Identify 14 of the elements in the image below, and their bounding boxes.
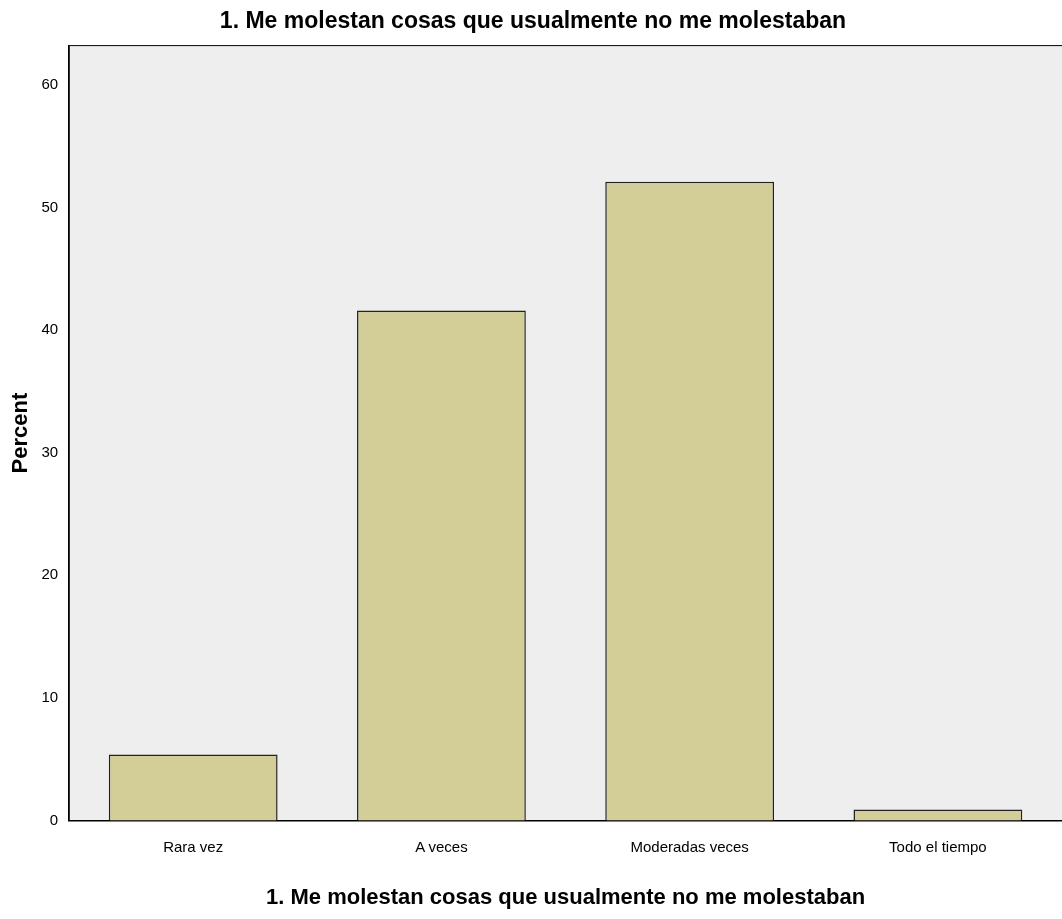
x-tick-label: Rara vez: [163, 837, 224, 855]
y-tick-label: 30: [41, 442, 59, 460]
y-tick-label: 60: [41, 74, 59, 92]
y-tick-label: 50: [41, 197, 59, 215]
x-tick-label: Todo el tiempo: [889, 837, 987, 855]
chart-title: 1. Me molestan cosas que usualmente no me molestaban: [219, 7, 847, 34]
x-axis-title: 1. Me molestan cosas que usualmente no me molestaban: [266, 883, 866, 909]
y-tick-label: 0: [49, 810, 59, 828]
y-tick-label: 20: [41, 565, 59, 583]
y-tick-label: 10: [41, 688, 59, 706]
y-tick-label: 40: [41, 320, 59, 338]
x-tick-label: A veces: [415, 837, 468, 855]
x-tick-label: Moderadas veces: [630, 837, 749, 855]
y-axis-title: Percent: [7, 392, 33, 474]
